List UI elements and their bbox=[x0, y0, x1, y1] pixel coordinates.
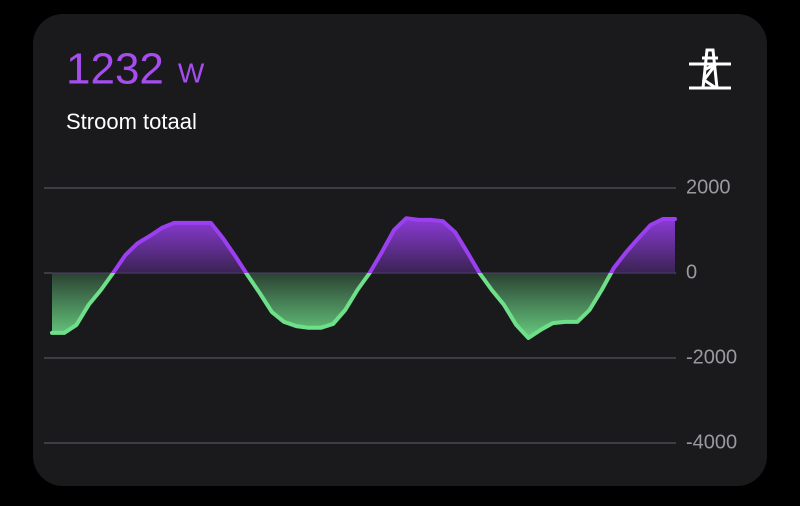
y-tick-label: 2000 bbox=[686, 176, 731, 198]
unit: W bbox=[178, 57, 205, 88]
tower-icon bbox=[689, 48, 731, 90]
data-line bbox=[50, 216, 677, 340]
y-tick-label: -4000 bbox=[686, 431, 737, 453]
current-value: 1232 bbox=[66, 45, 164, 94]
entity-name: Stroom totaal bbox=[66, 109, 197, 134]
y-tick-label: 0 bbox=[686, 261, 697, 283]
y-tick-label: -2000 bbox=[686, 346, 737, 368]
